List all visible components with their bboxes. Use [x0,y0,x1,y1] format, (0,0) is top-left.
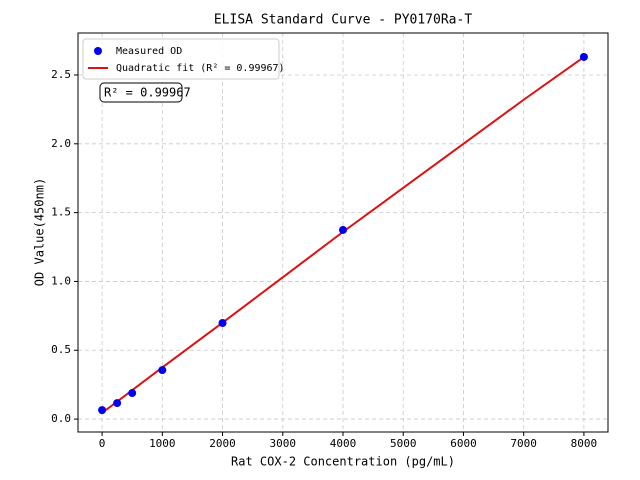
y-tick-label: 2.5 [51,68,71,81]
legend-box [82,38,280,80]
y-axis-label: OD Value(450nm) [33,178,47,286]
data-point [218,318,227,327]
plot-frame [77,32,609,433]
x-tick-label: 8000 [571,437,598,450]
data-point [579,52,588,61]
data-point [128,389,137,398]
annotation-box [99,82,183,103]
y-tick-label: 2.0 [51,137,71,150]
y-tick-label: 1.0 [51,274,71,287]
x-tick-label: 7000 [510,437,537,450]
annotation: R² = 0.99967 [104,86,191,100]
chart-title: ELISA Standard Curve - PY0170Ra-T [214,13,472,28]
x-tick-label: 2000 [209,437,236,450]
data-point [158,366,167,375]
data-point [113,399,122,408]
y-tick-label: 0.5 [51,343,71,356]
y-tick-label: 0.0 [51,412,71,425]
legend-label: Measured OD [116,46,182,57]
data-point [339,225,347,234]
x-tick-label: 6000 [450,437,477,450]
x-tick-label: 3000 [270,437,297,450]
x-tick-label: 0 [99,437,106,450]
legend-label: Quadratic fit (R² = 0.99967) [116,63,285,74]
legend-marker [94,47,102,55]
x-tick-label: 4000 [330,437,357,450]
x-axis-label: Rat COX-2 Concentration (pg/mL) [231,455,455,469]
x-tick-label: 5000 [390,437,417,450]
y-tick-label: 1.5 [51,206,71,219]
data-point [98,406,107,415]
x-tick-label: 1000 [149,437,176,450]
